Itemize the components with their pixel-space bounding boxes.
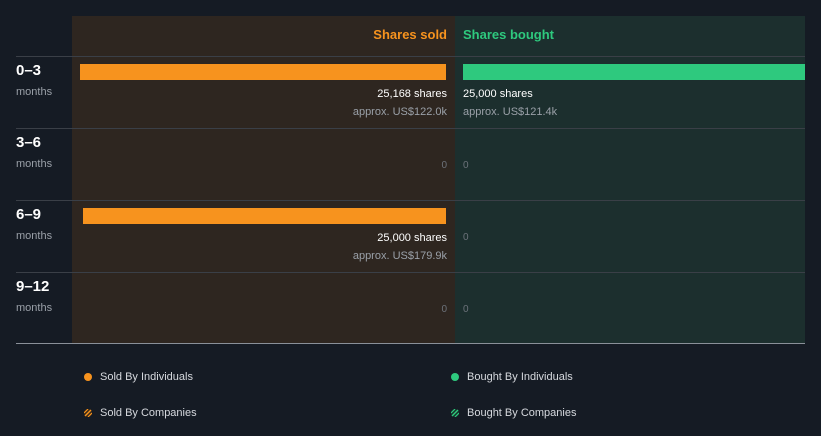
period-unit: months: [16, 158, 53, 170]
sold-shares-label: 25,000 shares: [377, 232, 447, 244]
chart-baseline: [16, 343, 805, 344]
sold-companies-legend-icon: [84, 409, 92, 417]
bought-individuals-legend-icon: [451, 373, 459, 381]
shares-sold-header: Shares sold: [373, 27, 447, 42]
row-divider: [16, 272, 805, 273]
period-unit: months: [16, 302, 53, 314]
sold-approx-value: approx. US$179.9k: [352, 250, 447, 262]
legend-bought-individuals: Bought By Individuals: [467, 371, 573, 383]
sold-bar: [80, 64, 446, 80]
shares-bought-header: Shares bought: [463, 27, 555, 42]
sold-shares-label: 25,168 shares: [377, 88, 447, 100]
sold-individuals-legend-icon: [84, 373, 92, 381]
period-label: 0–3: [16, 62, 42, 79]
bought-companies-legend-icon: [451, 409, 459, 417]
period-label: 3–6: [16, 134, 42, 151]
legend-sold-companies: Sold By Companies: [100, 407, 197, 419]
bought-zero-label: 0: [463, 160, 469, 171]
sold-zero-label: 0: [441, 304, 447, 315]
row-divider: [16, 56, 805, 57]
bought-shares-label: 25,000 shares: [463, 88, 533, 100]
period-unit: months: [16, 86, 53, 98]
period-unit: months: [16, 230, 53, 242]
period-label: 9–12: [16, 278, 50, 295]
legend-sold-individuals: Sold By Individuals: [100, 371, 193, 383]
period-label: 6–9: [16, 206, 42, 223]
sold-approx-value: approx. US$122.0k: [352, 106, 447, 118]
sold-bar: [83, 208, 446, 224]
bought-zero-label: 0: [463, 304, 469, 315]
legend-bought-companies: Bought By Companies: [467, 407, 577, 419]
bought-zero-label: 0: [463, 232, 469, 243]
row-divider: [16, 200, 805, 201]
bought-bar: [463, 64, 805, 80]
row-divider: [16, 128, 805, 129]
sold-zero-label: 0: [441, 160, 447, 171]
bought-approx-value: approx. US$121.4k: [463, 106, 558, 118]
